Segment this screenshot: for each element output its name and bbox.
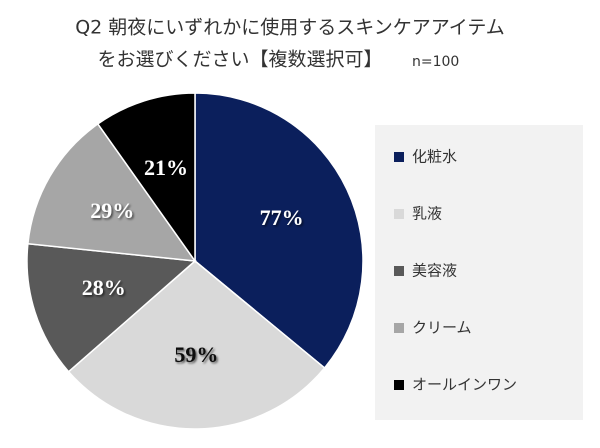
legend-swatch [394, 266, 404, 276]
sample-size: n=100 [412, 54, 459, 70]
pie-slice [67, 260, 326, 430]
pie-slice [194, 92, 364, 369]
legend-label: クリーム [412, 319, 472, 337]
legend-swatch [394, 323, 404, 333]
chart-title: Q2 朝夜にいずれかに使用するスキンケアアイテム [75, 17, 505, 39]
legend-label: 乳液 [412, 205, 442, 223]
legend-swatch [394, 152, 404, 162]
data-label: 28% [82, 275, 126, 300]
legend-swatch [394, 209, 404, 219]
legend-label: 美容液 [412, 262, 457, 280]
pie-slice [27, 122, 197, 262]
legend-label: 化粧水 [412, 148, 457, 166]
data-label: 21% [144, 155, 188, 180]
legend-swatch [394, 380, 404, 390]
data-label: 29% [90, 198, 134, 223]
data-label: 59% [174, 342, 218, 367]
pie-slice [96, 92, 196, 264]
chart-title: をお選びください【複数選択可】 [97, 49, 382, 71]
pie-slice [26, 242, 197, 373]
legend-box [375, 125, 583, 420]
legend-label: オールインワン [412, 376, 517, 394]
data-label: 77% [260, 205, 304, 230]
